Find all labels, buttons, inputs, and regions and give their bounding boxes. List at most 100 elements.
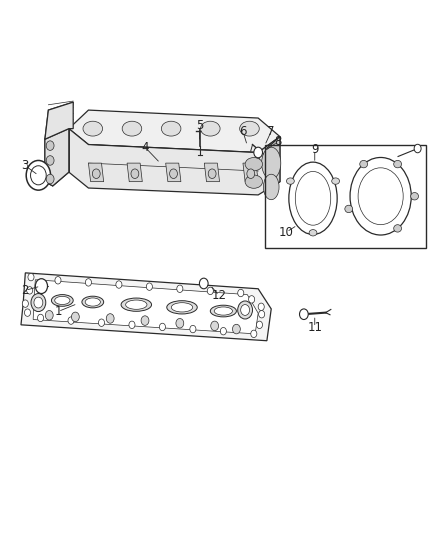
Circle shape — [71, 312, 79, 321]
Text: 8: 8 — [274, 135, 282, 148]
Circle shape — [256, 321, 262, 328]
Circle shape — [240, 304, 250, 316]
Circle shape — [199, 278, 208, 289]
Ellipse shape — [167, 301, 197, 314]
Polygon shape — [21, 273, 271, 341]
Circle shape — [31, 294, 46, 312]
Circle shape — [85, 279, 92, 286]
Circle shape — [238, 289, 244, 297]
Circle shape — [207, 287, 213, 295]
Circle shape — [27, 287, 33, 294]
Circle shape — [211, 321, 219, 330]
Circle shape — [38, 314, 44, 321]
Circle shape — [116, 281, 122, 288]
Circle shape — [34, 297, 43, 308]
Text: 5: 5 — [196, 119, 203, 133]
Circle shape — [414, 144, 421, 153]
Circle shape — [28, 273, 34, 281]
Circle shape — [249, 296, 254, 303]
Polygon shape — [243, 163, 258, 182]
Circle shape — [46, 141, 54, 150]
Circle shape — [131, 169, 139, 179]
Ellipse shape — [126, 300, 147, 309]
Text: 4: 4 — [141, 141, 149, 154]
Circle shape — [106, 314, 114, 323]
Circle shape — [46, 311, 53, 320]
Circle shape — [254, 147, 262, 158]
Ellipse shape — [201, 121, 220, 136]
Ellipse shape — [240, 121, 259, 136]
Circle shape — [190, 325, 196, 333]
Ellipse shape — [263, 174, 279, 200]
Ellipse shape — [210, 305, 237, 317]
Ellipse shape — [122, 121, 142, 136]
Polygon shape — [45, 102, 73, 139]
Text: 3: 3 — [21, 159, 29, 172]
Circle shape — [35, 279, 47, 294]
Circle shape — [55, 277, 61, 284]
Polygon shape — [45, 128, 69, 186]
Circle shape — [258, 303, 264, 311]
Circle shape — [68, 317, 74, 324]
Ellipse shape — [214, 307, 233, 315]
Ellipse shape — [350, 157, 411, 235]
Ellipse shape — [358, 168, 403, 225]
Circle shape — [159, 323, 166, 330]
Ellipse shape — [394, 160, 402, 168]
Circle shape — [170, 169, 177, 179]
Polygon shape — [45, 102, 73, 139]
Ellipse shape — [245, 158, 262, 171]
Ellipse shape — [82, 296, 104, 308]
Circle shape — [141, 316, 149, 325]
Circle shape — [233, 324, 240, 334]
Circle shape — [25, 309, 31, 317]
Circle shape — [146, 283, 152, 290]
Polygon shape — [88, 163, 104, 182]
Text: 10: 10 — [279, 225, 294, 239]
Text: 1: 1 — [54, 305, 62, 318]
Circle shape — [247, 169, 254, 179]
Circle shape — [129, 321, 135, 328]
Ellipse shape — [394, 225, 402, 232]
Circle shape — [258, 311, 265, 318]
Polygon shape — [69, 110, 280, 152]
Circle shape — [99, 319, 105, 326]
Circle shape — [300, 309, 308, 319]
Polygon shape — [69, 128, 280, 195]
Ellipse shape — [345, 205, 353, 213]
Text: 2: 2 — [21, 284, 29, 297]
Circle shape — [92, 169, 100, 179]
Polygon shape — [33, 280, 258, 334]
Polygon shape — [204, 163, 219, 182]
Text: 6: 6 — [239, 125, 247, 138]
Circle shape — [208, 169, 216, 179]
Circle shape — [176, 318, 184, 328]
Polygon shape — [267, 136, 280, 193]
Circle shape — [31, 166, 46, 185]
Ellipse shape — [289, 162, 337, 235]
Ellipse shape — [85, 298, 100, 306]
Circle shape — [46, 174, 54, 184]
Ellipse shape — [83, 121, 102, 136]
Circle shape — [220, 327, 226, 335]
Text: 12: 12 — [212, 289, 226, 302]
Polygon shape — [166, 163, 181, 182]
Ellipse shape — [171, 303, 193, 312]
Ellipse shape — [309, 230, 317, 236]
Circle shape — [177, 285, 183, 293]
Ellipse shape — [360, 160, 367, 168]
Circle shape — [26, 160, 50, 190]
Circle shape — [238, 301, 253, 319]
Ellipse shape — [55, 296, 70, 304]
Ellipse shape — [286, 178, 294, 184]
Circle shape — [46, 156, 54, 165]
Text: 9: 9 — [311, 143, 318, 156]
Ellipse shape — [121, 298, 152, 311]
Ellipse shape — [261, 147, 281, 179]
Ellipse shape — [245, 175, 262, 188]
Ellipse shape — [295, 172, 331, 225]
Polygon shape — [127, 163, 142, 182]
Ellipse shape — [332, 178, 339, 184]
Circle shape — [251, 330, 257, 337]
Polygon shape — [45, 128, 69, 186]
